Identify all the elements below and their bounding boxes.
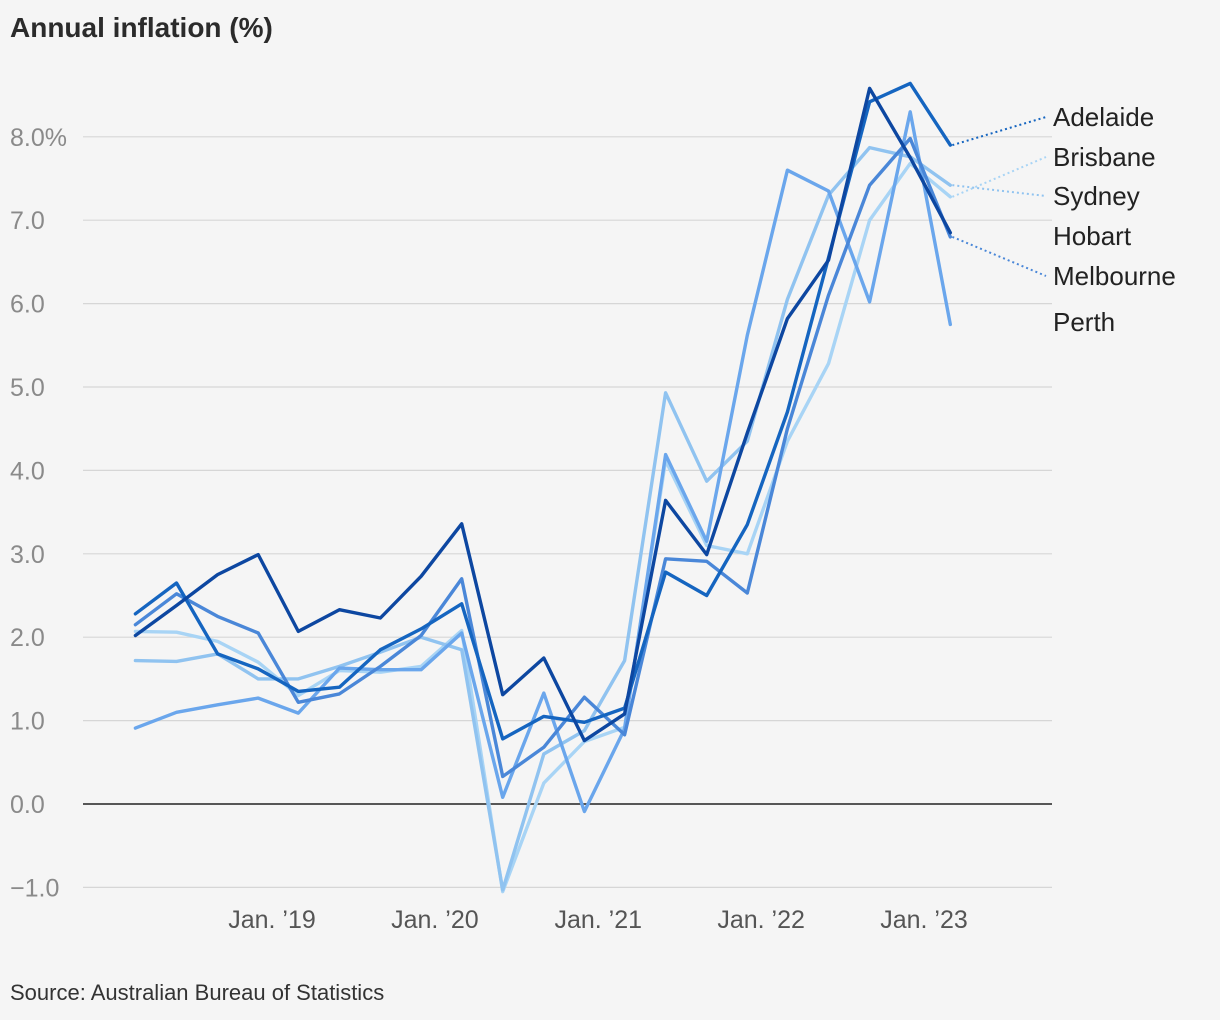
series-lines [133,81,952,894]
series-line-hobart [133,86,952,743]
series-label-sydney: Sydney [1053,181,1140,211]
line-chart: −1.0 0.0 1.0 2.0 3.0 4.0 5.0 6.0 7.0 8.0% Jan. ’19… [10,81,1176,934]
label-leader-brisbane [951,156,1047,198]
y-tick-label: 3.0 [10,541,45,569]
series-labels: Adelaide Brisbane Sydney Hobart Melbourne Per… [951,102,1176,337]
series-label-perth: Perth [1053,307,1115,337]
y-tick-label: 2.0 [10,624,45,652]
x-tick-label: Jan. ’23 [880,906,968,934]
y-tick-label: 4.0 [10,457,45,485]
series-line-brisbane [133,161,952,894]
series-label-hobart: Hobart [1053,221,1132,251]
chart-title: Annual inflation (%) [10,12,273,43]
series-line-melbourne [133,136,952,779]
y-tick-label: 1.0 [10,708,45,736]
series-line-perth [133,110,952,814]
x-tick-label: Jan. ’19 [228,906,316,934]
y-tick-label: 0.0 [10,791,45,819]
series-label-brisbane: Brisbane [1053,142,1156,172]
y-gridlines [83,136,1052,889]
y-tick-label: 6.0 [10,291,45,319]
y-tick-label: 5.0 [10,374,45,402]
series-label-melbourne: Melbourne [1053,261,1176,291]
label-leader-adelaide [952,116,1047,147]
series-label-adelaide: Adelaide [1053,102,1154,132]
x-tick-label: Jan. ’22 [717,906,805,934]
y-tick-label: −1.0 [10,874,59,902]
source-note: Source: Australian Bureau of Statistics [10,980,385,1005]
series-line-adelaide [133,81,952,741]
label-leader-melbourne [951,235,1047,277]
y-tick-label: 7.0 [10,207,45,235]
series-line-sydney [133,145,952,892]
label-leader-sydney [952,184,1047,197]
x-tick-label: Jan. ’20 [391,906,479,934]
y-tick-label: 8.0% [10,124,67,152]
x-tick-label: Jan. ’21 [554,906,642,934]
